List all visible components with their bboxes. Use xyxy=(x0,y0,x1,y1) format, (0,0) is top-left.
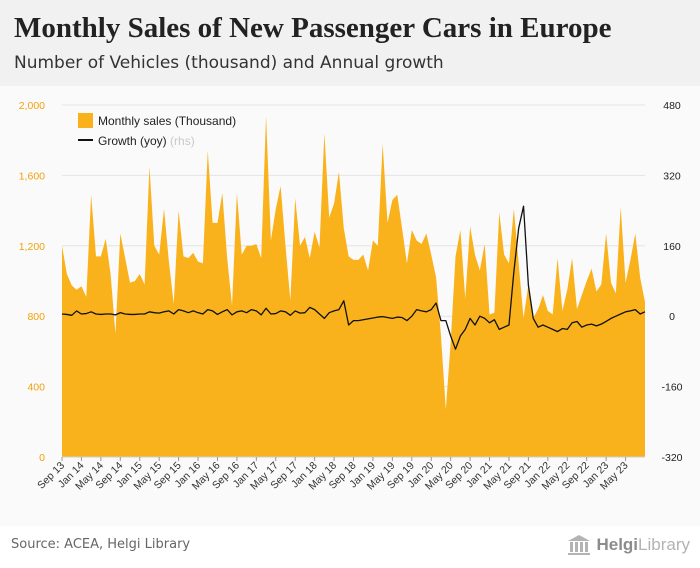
legend-label-growth: Growth (yoy) (rhs) xyxy=(98,134,195,148)
left-axis: 0 400 800 1,200 1,600 2,000 xyxy=(19,100,45,464)
y-right-tick-label: -160 xyxy=(661,382,682,394)
sales-area-layer xyxy=(62,115,645,457)
source-note: Source: ACEA, Helgi Library xyxy=(11,537,191,552)
y-left-tick-label: 800 xyxy=(27,311,45,323)
y-right-tick-label: 160 xyxy=(663,241,681,253)
y-left-tick-label: 2,000 xyxy=(19,100,45,112)
right-axis: -320 -160 0 160 320 480 xyxy=(661,100,682,464)
legend-label-sales: Monthly sales (Thousand) xyxy=(98,114,236,128)
y-right-tick-label: 0 xyxy=(669,311,675,323)
legend: Monthly sales (Thousand) Growth (yoy) (r… xyxy=(78,113,236,148)
chart-title: Monthly Sales of New Passenger Cars in E… xyxy=(14,12,612,44)
legend-rhs-note: (rhs) xyxy=(170,134,195,148)
legend-area-swatch xyxy=(78,113,93,128)
sales-area xyxy=(62,115,645,457)
y-right-tick-label: 320 xyxy=(663,170,681,182)
header-band: Monthly Sales of New Passenger Cars in E… xyxy=(0,0,700,86)
y-right-tick-label: -320 xyxy=(661,452,682,464)
y-left-tick-label: 1,200 xyxy=(19,241,45,253)
library-building-icon xyxy=(568,535,591,555)
y-left-tick-label: 0 xyxy=(39,452,45,464)
logo-text-bold: Helgi xyxy=(596,535,639,554)
helgi-library-logo: HelgiLibrary xyxy=(567,532,690,558)
legend-growth-name: Growth (yoy) xyxy=(98,134,167,148)
growth-line-layer xyxy=(61,205,646,350)
y-left-tick-label: 400 xyxy=(27,382,45,394)
chart-subtitle: Number of Vehicles (thousand) and Annual… xyxy=(14,53,444,73)
y-right-tick-label: 480 xyxy=(663,100,681,112)
growth-line xyxy=(61,205,646,350)
sales-chart: 0 400 800 1,200 1,600 2,000 -320 -160 0 160 320 48… xyxy=(19,100,683,492)
logo-text: HelgiLibrary xyxy=(596,535,690,555)
logo-text-rest: Library xyxy=(638,535,690,554)
y-left-tick-label: 1,600 xyxy=(19,170,45,182)
